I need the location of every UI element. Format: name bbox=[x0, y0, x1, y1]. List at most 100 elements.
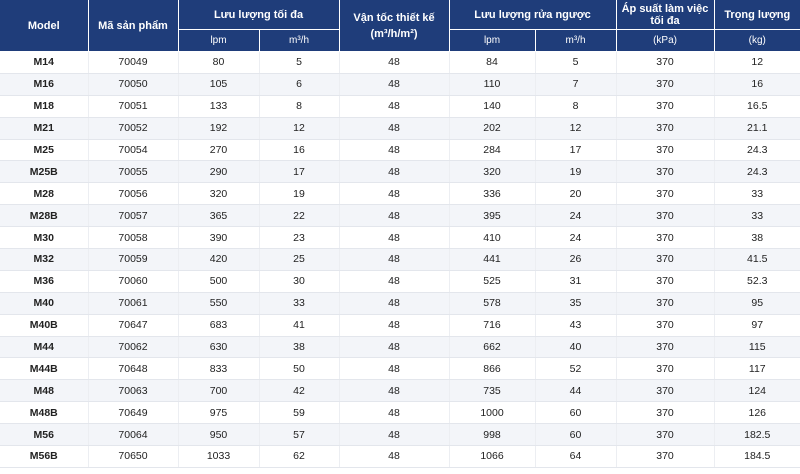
table-row: M14 70049 80 5 48 84 5 370 12 bbox=[0, 51, 800, 74]
cell-flow-m3h: 6 bbox=[259, 73, 340, 96]
cell-weight: 52.3 bbox=[714, 270, 800, 293]
cell-model: M48 bbox=[0, 379, 89, 403]
cell-design-velocity: 48 bbox=[339, 357, 450, 381]
header-design-velocity-label: Vận tốc thiết kế bbox=[353, 11, 435, 24]
header-design-velocity: Vận tốc thiết kế (m³/h/m²) bbox=[339, 0, 450, 52]
cell-model: M44B bbox=[0, 357, 89, 381]
cell-flow-m3h: 19 bbox=[259, 182, 340, 206]
cell-flow-m3h: 30 bbox=[259, 270, 340, 293]
cell-flow-m3h: 38 bbox=[259, 336, 340, 359]
table-row: M36 70060 500 30 48 525 31 370 52.3 bbox=[0, 270, 800, 293]
cell-weight: 182.5 bbox=[714, 423, 800, 447]
unit-flow-m3h: m³/h bbox=[259, 29, 340, 52]
header-max-flow: Lưu lượng tối đa bbox=[178, 0, 340, 30]
cell-backwash-m3h: 7 bbox=[535, 73, 617, 96]
cell-backwash-lpm: 735 bbox=[449, 379, 536, 403]
cell-model: M18 bbox=[0, 95, 89, 118]
cell-backwash-m3h: 43 bbox=[535, 314, 617, 337]
cell-flow-m3h: 59 bbox=[259, 401, 340, 425]
cell-model: M16 bbox=[0, 73, 89, 96]
cell-design-velocity: 48 bbox=[339, 336, 450, 359]
cell-model: M14 bbox=[0, 51, 89, 74]
table-row: M28 70056 320 19 48 336 20 370 33 bbox=[0, 182, 800, 206]
cell-flow-m3h: 5 bbox=[259, 51, 340, 74]
cell-flow-m3h: 16 bbox=[259, 139, 340, 162]
cell-code: 70057 bbox=[88, 204, 179, 228]
cell-flow-m3h: 8 bbox=[259, 95, 340, 118]
cell-design-velocity: 48 bbox=[339, 314, 450, 337]
cell-backwash-m3h: 52 bbox=[535, 357, 617, 381]
cell-model: M36 bbox=[0, 270, 89, 293]
cell-flow-m3h: 23 bbox=[259, 226, 340, 250]
header-weight: Trọng lượng bbox=[714, 0, 800, 30]
header-model: Model bbox=[0, 0, 89, 52]
unit-backwash-lpm: lpm bbox=[449, 29, 536, 52]
cell-weight: 41.5 bbox=[714, 248, 800, 271]
cell-pressure: 370 bbox=[616, 357, 715, 381]
cell-flow-lpm: 950 bbox=[178, 423, 260, 447]
cell-backwash-lpm: 410 bbox=[449, 226, 536, 250]
cell-flow-lpm: 630 bbox=[178, 336, 260, 359]
cell-flow-m3h: 33 bbox=[259, 292, 340, 315]
cell-design-velocity: 48 bbox=[339, 270, 450, 293]
cell-backwash-m3h: 12 bbox=[535, 117, 617, 140]
cell-design-velocity: 48 bbox=[339, 51, 450, 74]
cell-weight: 115 bbox=[714, 336, 800, 359]
cell-backwash-m3h: 19 bbox=[535, 160, 617, 184]
cell-backwash-lpm: 578 bbox=[449, 292, 536, 315]
cell-weight: 12 bbox=[714, 51, 800, 74]
cell-backwash-lpm: 866 bbox=[449, 357, 536, 381]
cell-flow-lpm: 500 bbox=[178, 270, 260, 293]
table-row: M48 70063 700 42 48 735 44 370 124 bbox=[0, 379, 800, 403]
cell-pressure: 370 bbox=[616, 95, 715, 118]
cell-weight: 16 bbox=[714, 73, 800, 96]
cell-backwash-lpm: 84 bbox=[449, 51, 536, 74]
table-row: M30 70058 390 23 48 410 24 370 38 bbox=[0, 226, 800, 250]
table-row: M56 70064 950 57 48 998 60 370 182.5 bbox=[0, 423, 800, 447]
cell-pressure: 370 bbox=[616, 204, 715, 228]
cell-backwash-m3h: 26 bbox=[535, 248, 617, 271]
cell-model: M28B bbox=[0, 204, 89, 228]
cell-pressure: 370 bbox=[616, 160, 715, 184]
cell-flow-m3h: 41 bbox=[259, 314, 340, 337]
cell-backwash-lpm: 716 bbox=[449, 314, 536, 337]
cell-backwash-m3h: 8 bbox=[535, 95, 617, 118]
cell-backwash-lpm: 1000 bbox=[449, 401, 536, 425]
cell-model: M56B bbox=[0, 445, 89, 468]
cell-backwash-m3h: 20 bbox=[535, 182, 617, 206]
cell-design-velocity: 48 bbox=[339, 248, 450, 271]
cell-weight: 126 bbox=[714, 401, 800, 425]
cell-pressure: 370 bbox=[616, 226, 715, 250]
cell-backwash-m3h: 64 bbox=[535, 445, 617, 468]
cell-backwash-m3h: 17 bbox=[535, 139, 617, 162]
header-max-pressure: Áp suất làm việc tối đa bbox=[616, 0, 715, 30]
cell-backwash-lpm: 998 bbox=[449, 423, 536, 447]
cell-design-velocity: 48 bbox=[339, 445, 450, 468]
header-design-velocity-unit: (m³/h/m²) bbox=[370, 27, 418, 40]
cell-design-velocity: 48 bbox=[339, 182, 450, 206]
cell-backwash-lpm: 441 bbox=[449, 248, 536, 271]
cell-code: 70063 bbox=[88, 379, 179, 403]
cell-code: 70062 bbox=[88, 336, 179, 359]
table-row: M16 70050 105 6 48 110 7 370 16 bbox=[0, 73, 800, 96]
cell-code: 70649 bbox=[88, 401, 179, 425]
cell-model: M40B bbox=[0, 314, 89, 337]
cell-model: M56 bbox=[0, 423, 89, 447]
cell-model: M28 bbox=[0, 182, 89, 206]
cell-flow-m3h: 22 bbox=[259, 204, 340, 228]
cell-backwash-lpm: 202 bbox=[449, 117, 536, 140]
cell-design-velocity: 48 bbox=[339, 292, 450, 315]
cell-design-velocity: 48 bbox=[339, 226, 450, 250]
table-row: M21 70052 192 12 48 202 12 370 21.1 bbox=[0, 117, 800, 140]
cell-flow-m3h: 17 bbox=[259, 160, 340, 184]
cell-flow-lpm: 80 bbox=[178, 51, 260, 74]
header-row-top: Model Mã sản phẩm Lưu lượng tối đa Vận t… bbox=[0, 0, 800, 52]
cell-design-velocity: 48 bbox=[339, 160, 450, 184]
cell-code: 70650 bbox=[88, 445, 179, 468]
cell-weight: 33 bbox=[714, 182, 800, 206]
cell-flow-lpm: 270 bbox=[178, 139, 260, 162]
cell-model: M30 bbox=[0, 226, 89, 250]
cell-design-velocity: 48 bbox=[339, 73, 450, 96]
cell-backwash-lpm: 525 bbox=[449, 270, 536, 293]
